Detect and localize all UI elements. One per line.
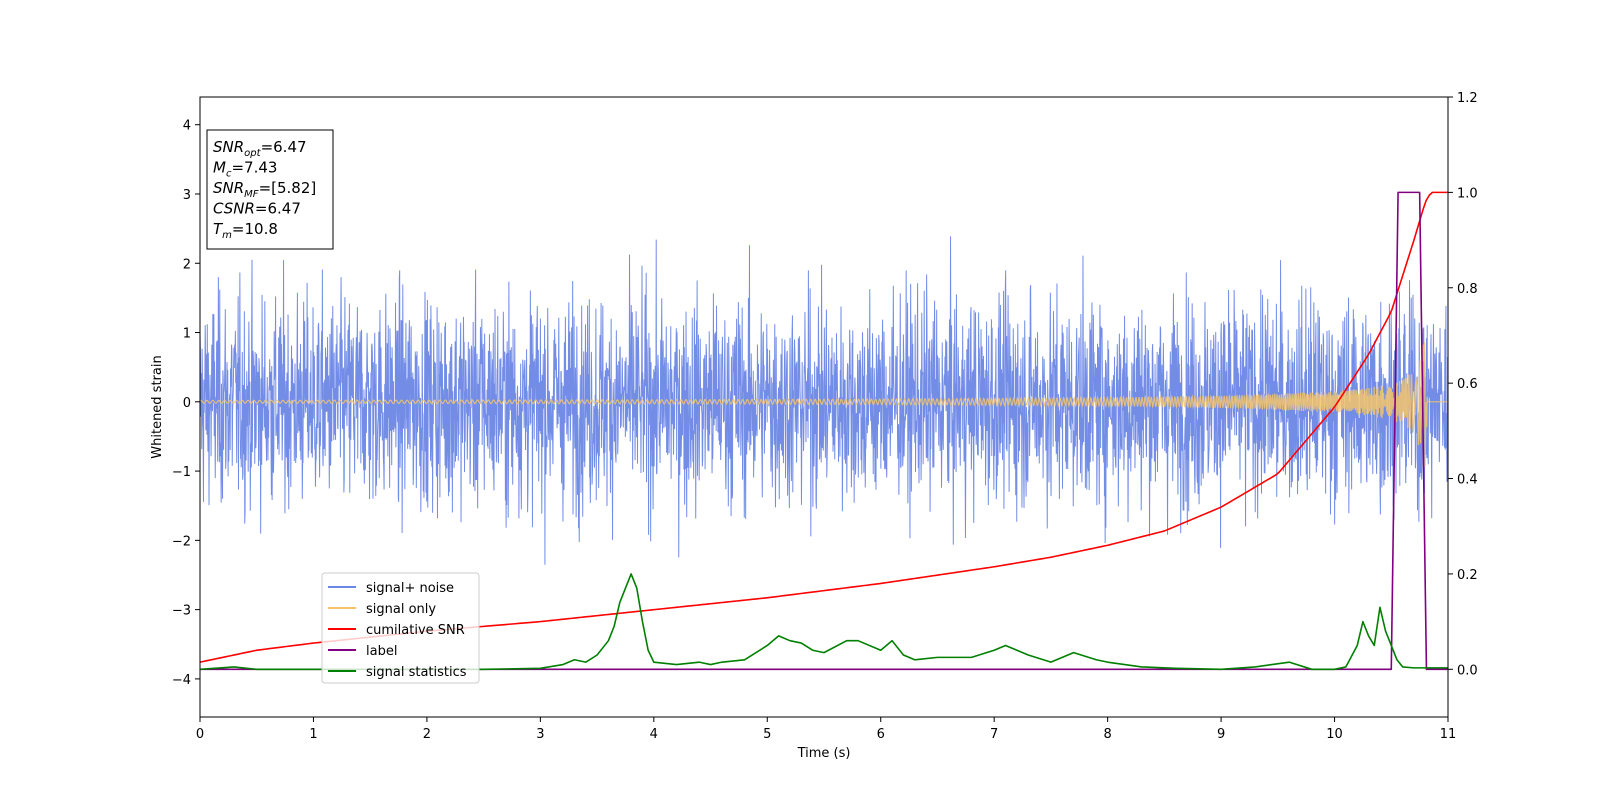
x-tick-label: 9 (1217, 727, 1225, 742)
x-tick-label: 2 (423, 727, 431, 742)
plot-frame (199, 96, 1449, 718)
series-line-signal-statistics (200, 573, 1448, 671)
x-tick-label: 1 (309, 727, 317, 742)
info-box-line: SNRMF=[5.82] (213, 179, 316, 200)
y-tick-label: −2 (172, 534, 191, 549)
legend-entry: signal statistics (366, 665, 467, 680)
x-tick-label: 3 (536, 727, 544, 742)
info-box-line: Mc=7.43 (213, 159, 277, 180)
x-tick-label: 6 (877, 727, 885, 742)
y2-tick-label: 1.2 (1457, 91, 1478, 106)
series-layer (200, 191, 1448, 671)
x-axis-label: Time (s) (797, 746, 851, 761)
y-tick-label: −4 (172, 673, 191, 688)
x-tick-label: 7 (990, 727, 998, 742)
y2-tick-label: 0.2 (1457, 568, 1478, 583)
info-box-line: CSNR=6.47 (213, 200, 301, 218)
info-box-frame (206, 129, 334, 250)
info-box-line: SNRopt=6.47 (213, 138, 307, 159)
series-line-signal-noise (200, 236, 1448, 565)
y-axis-right: 0.0 0.2 0.4 0.6 0.8 1.0 1.2 (1448, 91, 1478, 678)
y2-tick-label: 0.4 (1457, 473, 1478, 488)
x-tick-label: 0 (196, 727, 204, 742)
y-tick-label: −1 (172, 465, 191, 480)
y-tick-label: 4 (183, 119, 191, 134)
x-tick-label: 5 (763, 727, 771, 742)
legend-entry: signal only (366, 602, 436, 617)
y2-tick-label: 0.0 (1457, 663, 1478, 678)
info-box-line: Tm=10.8 (213, 220, 278, 241)
y-tick-label: 2 (183, 257, 191, 272)
x-tick-label: 10 (1326, 727, 1343, 742)
x-tick-label: 4 (650, 727, 658, 742)
y2-tick-label: 1.0 (1457, 186, 1478, 201)
y-tick-label: 3 (183, 188, 191, 203)
legend-frame (321, 572, 480, 684)
y-tick-label: −3 (172, 604, 191, 619)
y-axis-left: −4 −3 −2 −1 0 1 2 3 4 (172, 119, 200, 688)
x-tick-label: 8 (1103, 727, 1111, 742)
y-axis-label: Whitened strain (150, 355, 165, 458)
x-tick-label: 11 (1440, 727, 1457, 742)
legend-entry: cumilative SNR (366, 623, 465, 638)
legend-entry: signal+ noise (366, 581, 454, 596)
x-axis: 0 1 2 3 4 5 6 7 8 9 10 11 (196, 717, 1456, 742)
series-line-signal-only (200, 342, 1448, 467)
legend-entry: label (366, 644, 397, 659)
y-tick-label: 1 (183, 327, 191, 342)
y-tick-label: 0 (183, 396, 191, 411)
legend: signal+ noise signal only cumilative SNR la… (321, 572, 480, 684)
y2-tick-label: 0.6 (1457, 377, 1478, 392)
y2-tick-label: 0.8 (1457, 282, 1478, 297)
